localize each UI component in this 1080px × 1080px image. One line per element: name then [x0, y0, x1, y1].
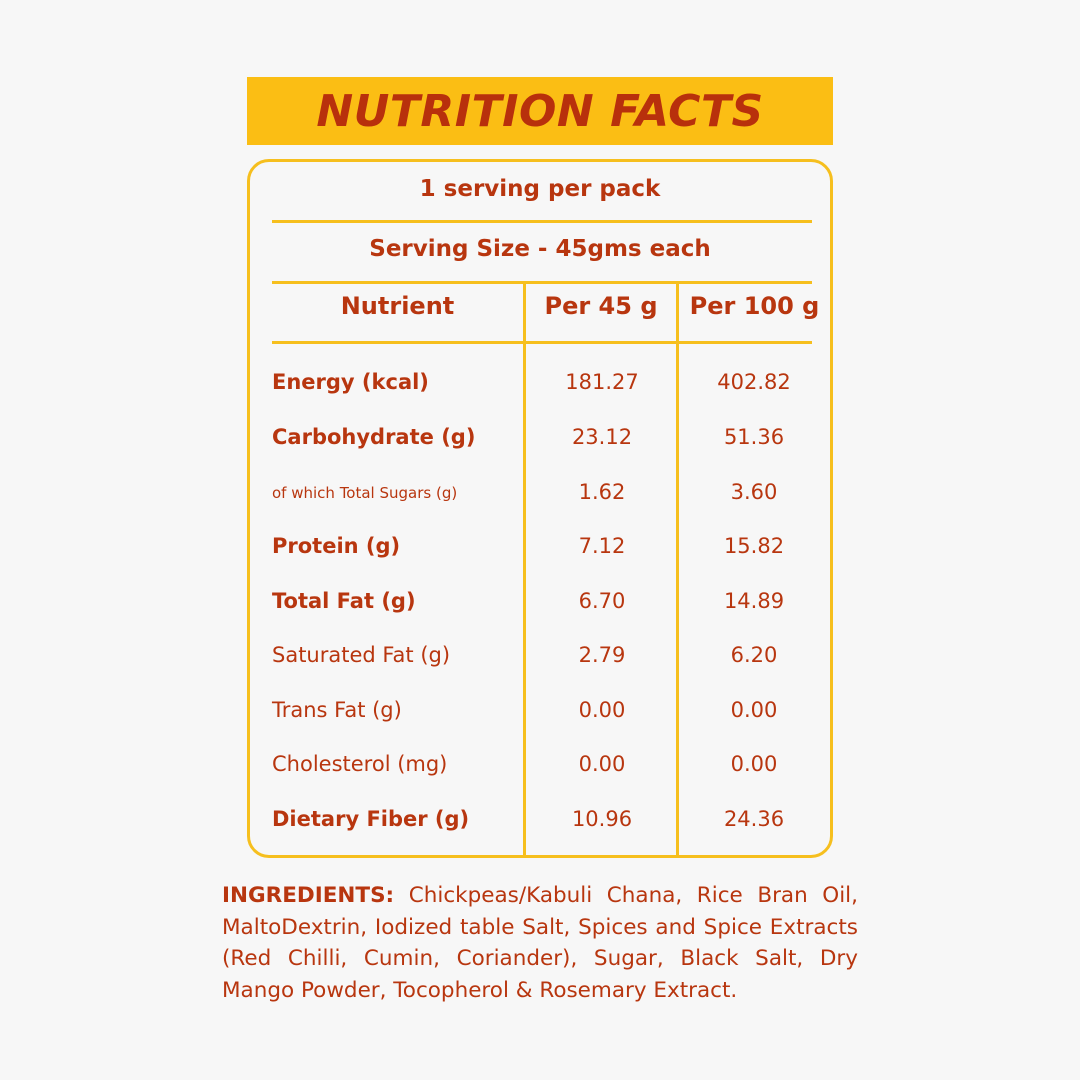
value-per-serving: 10.96 [571, 807, 633, 831]
value-per-serving: 6.70 [578, 589, 626, 613]
serving-size: Serving Size - 45gms each [369, 236, 711, 262]
nutrient-name: Saturated Fat (g) [272, 643, 451, 667]
value-per-serving: 1.62 [578, 480, 626, 504]
table-row: Energy (kcal) 181.27 402.82 [250, 370, 830, 410]
value-per-100g: 402.82 [717, 370, 791, 394]
column-divider [523, 282, 526, 855]
value-per-100g: 3.60 [730, 480, 778, 504]
value-per-serving: 23.12 [571, 425, 633, 449]
value-per-serving: 2.79 [578, 643, 626, 667]
header-per-100g: Per 100 g [689, 292, 820, 320]
value-per-serving: 7.12 [578, 534, 626, 558]
ingredients-label: INGREDIENTS: [222, 883, 395, 908]
table-row: Total Fat (g) 6.70 14.89 [250, 589, 830, 629]
header-per-serving: Per 45 g [544, 292, 658, 320]
value-per-100g: 24.36 [723, 807, 785, 831]
ingredients-text: Chickpeas/Kabuli Chana, Rice Bran Oil, M… [222, 883, 858, 1003]
table-row: of which Total Sugars (g) 1.62 3.60 [250, 480, 830, 520]
nutrient-name: Dietary Fiber (g) [272, 807, 470, 831]
page-title: NUTRITION FACTS [316, 85, 764, 137]
value-per-100g: 0.00 [730, 752, 778, 776]
nutrition-table: 1 serving per pack Serving Size - 45gms … [247, 159, 833, 858]
nutrient-name: of which Total Sugars (g) [272, 484, 458, 502]
value-per-100g: 15.82 [723, 534, 785, 558]
servings-per-pack: 1 serving per pack [419, 176, 661, 202]
nutrient-name: Trans Fat (g) [272, 698, 402, 722]
table-row: Cholesterol (mg) 0.00 0.00 [250, 752, 830, 792]
value-per-serving: 0.00 [578, 752, 626, 776]
divider [272, 220, 812, 223]
nutrient-name: Carbohydrate (g) [272, 425, 476, 449]
table-row: Trans Fat (g) 0.00 0.00 [250, 698, 830, 738]
table-row: Carbohydrate (g) 23.12 51.36 [250, 425, 830, 465]
column-divider [676, 282, 679, 855]
divider [272, 281, 812, 284]
table-row: Dietary Fiber (g) 10.96 24.36 [250, 807, 830, 847]
header-nutrient: Nutrient [340, 292, 455, 320]
value-per-100g: 6.20 [730, 643, 778, 667]
nutrient-name: Energy (kcal) [272, 370, 429, 394]
value-per-100g: 51.36 [723, 425, 785, 449]
nutrient-name: Protein (g) [272, 534, 401, 558]
nutrient-name: Total Fat (g) [272, 589, 416, 613]
divider [272, 341, 812, 344]
table-row: Saturated Fat (g) 2.79 6.20 [250, 643, 830, 683]
value-per-serving: 0.00 [578, 698, 626, 722]
value-per-serving: 181.27 [565, 370, 639, 394]
ingredients: INGREDIENTS: Chickpeas/Kabuli Chana, Ric… [222, 880, 858, 1006]
table-row: Protein (g) 7.12 15.82 [250, 534, 830, 574]
value-per-100g: 0.00 [730, 698, 778, 722]
value-per-100g: 14.89 [723, 589, 785, 613]
title-banner: NUTRITION FACTS [247, 77, 833, 145]
nutrient-name: Cholesterol (mg) [272, 752, 448, 776]
